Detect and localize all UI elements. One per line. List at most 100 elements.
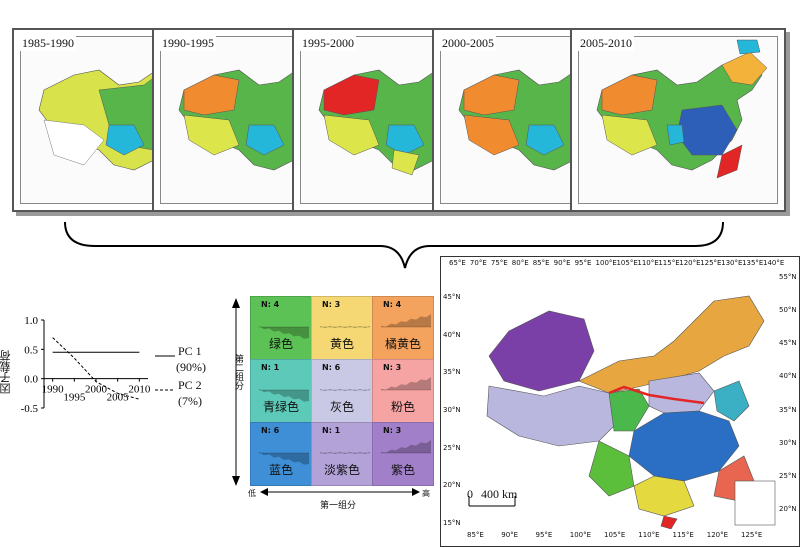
period-label: 2005-2010 <box>578 36 634 51</box>
southwest-region <box>588 440 635 497</box>
graticule-label: 135°E <box>742 259 764 267</box>
graticule-label: 30°N <box>779 438 797 447</box>
period-label: 2000-2005 <box>440 36 496 51</box>
cell-count: N: 1 <box>322 426 341 435</box>
period-label: 1990-1995 <box>160 36 216 51</box>
y-axis-title: 第二组分 <box>233 354 243 390</box>
south-region <box>633 475 695 517</box>
graticule-label: 70°E <box>469 259 487 267</box>
cell-name: 淡紫色 <box>323 463 360 477</box>
scale-label: 400 km <box>481 487 518 501</box>
factor-loading-chart: 1.0 0.5 0.0 -0.5 1990 1995 2000 2005 2010 因子载荷 P… <box>0 310 235 430</box>
east-region <box>713 380 750 422</box>
cell-count: N: 4 <box>383 300 402 309</box>
matrix-grid: N: 4 绿色 N: 3 黄色 N: 4 橘黄色 N: 1 青绿色 N: 6 灰色 N: 3 粉色 N:… <box>250 296 434 486</box>
series-line-2 <box>52 337 140 400</box>
matrix-cell: N: 1 青绿色 <box>250 359 312 423</box>
graticule-label: 35°N <box>443 368 461 377</box>
x-tick-label: 1995 <box>63 392 86 404</box>
x-tick-label: 2010 <box>128 384 151 396</box>
cell-count: N: 3 <box>322 300 341 309</box>
graticule-label: 125°E <box>700 259 722 267</box>
cell-name: 蓝色 <box>268 463 293 477</box>
qinghai-region <box>608 388 650 432</box>
y-tick-label: 1.0 <box>24 315 38 327</box>
graticule-label: 20°N <box>443 481 461 490</box>
graticule-label: 35°N <box>779 405 797 414</box>
pc2-legend-name: PC 2 <box>178 378 202 392</box>
graticule-label: 120°E <box>706 531 729 539</box>
pc1-legend-name: PC 1 <box>178 344 202 358</box>
graticule-label: 115°E <box>658 259 680 267</box>
cell-name: 紫色 <box>390 463 415 477</box>
graticule-label: 110°E <box>637 259 659 267</box>
graticule-label: 80°E <box>511 259 529 267</box>
graticule-label: 115°E <box>672 531 694 539</box>
matrix-cell: N: 4 橘黄色 <box>372 296 434 360</box>
low-label: 低 <box>248 489 256 498</box>
china-map: 65°E 70°E 75°E 80°E 85°E 90°E 95°E 100°E 105°E 11… <box>440 256 800 547</box>
graticule-label: 105°E <box>604 531 626 539</box>
graticule-label: 100°E <box>569 531 592 539</box>
graticule-label: 95°E <box>535 531 553 539</box>
tibet-region <box>486 385 620 447</box>
graticule-label: 40°N <box>443 330 461 339</box>
bottom-longitude-labels: 85°E 90°E 95°E 100°E 105°E 110°E 115°E 120°E 125… <box>441 531 799 543</box>
south-sea-inset <box>734 480 776 526</box>
component-matrix: 第二组分 N: 4 绿色 N: 3 黄色 N: 4 橘黄色 N: 1 青绿色 N: 6 灰色 N: … <box>222 292 434 544</box>
right-latitude-labels: 55°N 50°N 45°N 40°N 35°N 30°N 25°N 20°N <box>779 257 799 546</box>
cell-count: N: 3 <box>383 363 402 372</box>
y-tick-label: 0.0 <box>24 374 38 386</box>
graticule-label: 90°E <box>501 531 519 539</box>
cell-name: 黄色 <box>329 337 354 351</box>
cell-count: N: 1 <box>261 363 280 372</box>
cell-count: N: 3 <box>383 426 402 435</box>
graticule-label: 105°E <box>616 259 638 267</box>
graticule-label: 85°E <box>532 259 550 267</box>
matrix-cell: N: 3 粉色 <box>372 359 434 423</box>
matrix-cell: N: 3 紫色 <box>372 422 434 486</box>
cell-name: 青绿色 <box>262 400 299 414</box>
period-map-5: 2005-2010 <box>570 28 786 212</box>
graticule-label: 140°E <box>763 259 785 267</box>
hainan-island <box>660 515 678 529</box>
grouping-brace <box>64 221 724 269</box>
x-axis-title: 第一组分 <box>320 501 357 511</box>
pc1-legend-share: (90%) <box>176 360 206 374</box>
matrix-cell: N: 4 绿色 <box>250 296 312 360</box>
graticule-label: 90°E <box>553 259 571 267</box>
xinjiang-region <box>488 310 595 392</box>
cell-count: N: 6 <box>322 363 341 372</box>
cell-count: N: 4 <box>261 300 280 309</box>
period-map-stack: 1985-1990 1990-1995 1995-2000 <box>0 0 800 240</box>
central-south-region <box>628 410 740 482</box>
cell-name: 绿色 <box>268 337 293 351</box>
x-tick-label: 1990 <box>42 384 65 396</box>
graticule-label: 110°E <box>638 531 660 539</box>
pc2-legend-share: (7%) <box>178 394 202 408</box>
matrix-cell: N: 3 黄色 <box>311 296 373 360</box>
graticule-label: 50°N <box>779 306 797 315</box>
cell-name: 橘黄色 <box>384 337 421 351</box>
graticule-label: 75°E <box>490 259 508 267</box>
high-label: 高 <box>422 489 430 498</box>
matrix-cell: N: 1 淡紫色 <box>311 422 373 486</box>
y-tick-label: -0.5 <box>21 403 39 415</box>
cell-name: 粉色 <box>390 400 415 414</box>
period-label: 1985-1990 <box>20 36 76 51</box>
graticule-label: 25°N <box>779 471 797 480</box>
graticule-label: 40°N <box>779 372 797 381</box>
graticule-label: 125°E <box>741 531 763 539</box>
matrix-cell: N: 6 灰色 <box>311 359 373 423</box>
graticule-label: 45°N <box>779 339 797 348</box>
scale-zero: 0 <box>467 487 473 501</box>
graticule-label: 95°E <box>574 259 592 267</box>
graticule-label: 100°E <box>595 259 617 267</box>
graticule-label: 120°E <box>679 259 701 267</box>
matrix-cell: N: 6 蓝色 <box>250 422 312 486</box>
x-tick-label: 2000 <box>85 384 108 396</box>
cell-count: N: 6 <box>261 426 280 435</box>
graticule-label: 55°N <box>779 273 797 281</box>
graticule-label: 25°N <box>443 443 461 452</box>
